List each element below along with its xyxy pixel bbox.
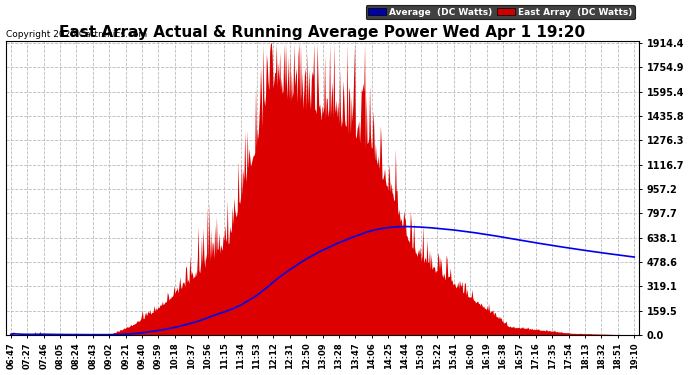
Text: Copyright 2020 Cartronics.com: Copyright 2020 Cartronics.com [6, 30, 147, 39]
Title: East Array Actual & Running Average Power Wed Apr 1 19:20: East Array Actual & Running Average Powe… [59, 25, 586, 40]
Legend: Average  (DC Watts), East Array  (DC Watts): Average (DC Watts), East Array (DC Watts… [366, 5, 635, 19]
